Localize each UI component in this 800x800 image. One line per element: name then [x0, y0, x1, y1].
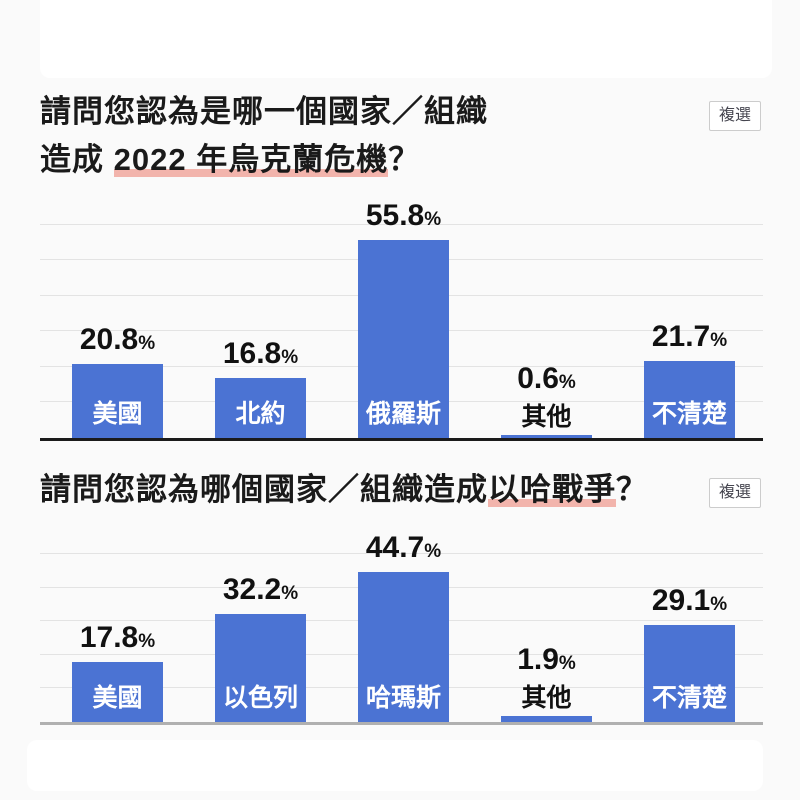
- category-label: 其他: [521, 403, 572, 431]
- category-label: 美國: [92, 684, 143, 712]
- title-ukraine-line1: 請問您認為是哪一個國家／組織: [40, 94, 488, 129]
- percent-sign: %: [138, 631, 156, 652]
- gridline-50-percent: [40, 553, 763, 554]
- category-label: 不清楚: [651, 684, 727, 712]
- title-ukraine-line2-prefix: 造成: [40, 142, 114, 177]
- category-label: 北約: [235, 400, 286, 428]
- x-axis-baseline: [40, 438, 763, 441]
- value-label: 0.6%: [471, 364, 622, 399]
- value-number: 21.7: [651, 320, 711, 353]
- value-label: 1.9%: [471, 645, 622, 680]
- category-label: 美國: [92, 400, 143, 428]
- bottom-white-card: [27, 740, 763, 791]
- bar: [644, 625, 735, 722]
- chart-column-4: 1.9% 其他: [501, 540, 592, 722]
- bar: [215, 614, 306, 722]
- percent-sign: %: [424, 209, 442, 230]
- chart-column-1: 20.8% 美國: [72, 210, 163, 438]
- title-ih-prefix: 請問您認為哪個國家／組織造成: [40, 472, 488, 507]
- value-number: 16.8: [222, 337, 282, 370]
- value-number: 44.7: [365, 531, 425, 564]
- title-ih-highlight: 以哈戰爭: [488, 472, 616, 507]
- title-ukraine-question-mark: ？: [388, 142, 421, 177]
- value-number: 55.8: [365, 199, 425, 232]
- chart-column-3: 44.7% 哈瑪斯: [358, 533, 449, 722]
- value-number: 29.1: [651, 584, 711, 617]
- chart-column-5: 21.7% 不清楚: [644, 210, 735, 438]
- value-label: 44.7%: [328, 533, 479, 568]
- category-label: 俄羅斯: [365, 400, 441, 428]
- bar: [358, 572, 449, 722]
- category-label: 不清楚: [651, 400, 727, 428]
- title-ukraine-highlight: 2022 年烏克蘭危機: [113, 142, 389, 177]
- value-label: 29.1%: [614, 586, 765, 621]
- bar: [358, 240, 449, 438]
- bar: [501, 435, 592, 438]
- chart-column-3: 55.8% 俄羅斯: [358, 201, 449, 438]
- percent-sign: %: [710, 594, 728, 615]
- bar-chart-ukraine: 20.8% 美國 16.8% 北約 55.8% 俄羅斯 0.6% 其他 21.7% 不清楚: [40, 201, 763, 441]
- value-label: 32.2%: [185, 575, 336, 610]
- multi-select-badge-ukraine: 複選: [709, 101, 761, 131]
- value-number: 1.9: [517, 643, 559, 676]
- bar: [215, 378, 306, 438]
- percent-sign: %: [424, 541, 442, 562]
- bar: [72, 662, 163, 722]
- chart-column-4: 0.6% 其他: [501, 210, 592, 438]
- chart-column-5: 29.1% 不清楚: [644, 540, 735, 722]
- value-label: 55.8%: [328, 201, 479, 236]
- value-label: 21.7%: [614, 322, 765, 357]
- title-ih-question-mark: ？: [616, 472, 648, 507]
- chart-column-1: 17.8% 美國: [72, 540, 163, 722]
- bar: [72, 364, 163, 438]
- percent-sign: %: [281, 583, 299, 604]
- category-label: 以色列: [222, 684, 298, 712]
- chart-column-2: 32.2% 以色列: [215, 540, 306, 722]
- value-label: 16.8%: [185, 339, 336, 374]
- question-title-ukraine: 請問您認為是哪一個國家／組織 造成 2022 年烏克蘭危機？: [40, 88, 720, 184]
- bar-chart-israel-hamas: 17.8% 美國 32.2% 以色列 44.7% 哈瑪斯 1.9% 其他 29.1% 不清楚: [40, 533, 763, 725]
- question-title-israel-hamas: 請問您認為哪個國家／組織造成以哈戰爭？: [40, 466, 720, 514]
- value-number: 0.6: [517, 362, 559, 395]
- category-label: 其他: [521, 684, 572, 712]
- chart-column-2: 16.8% 北約: [215, 210, 306, 438]
- percent-sign: %: [138, 333, 156, 354]
- value-number: 32.2: [222, 573, 282, 606]
- value-number: 20.8: [79, 323, 139, 356]
- percent-sign: %: [558, 653, 576, 674]
- gridline-60-percent: [40, 224, 763, 225]
- value-label: 17.8%: [42, 623, 193, 658]
- percent-sign: %: [558, 372, 576, 393]
- bar: [644, 361, 735, 438]
- multi-select-badge-israel-hamas: 複選: [709, 478, 761, 508]
- percent-sign: %: [710, 330, 728, 351]
- percent-sign: %: [281, 347, 299, 368]
- top-white-band: [40, 0, 772, 78]
- x-axis-baseline: [40, 722, 763, 725]
- bar: [501, 716, 592, 722]
- category-label: 哈瑪斯: [365, 684, 441, 712]
- value-label: 20.8%: [42, 325, 193, 360]
- value-number: 17.8: [79, 621, 139, 654]
